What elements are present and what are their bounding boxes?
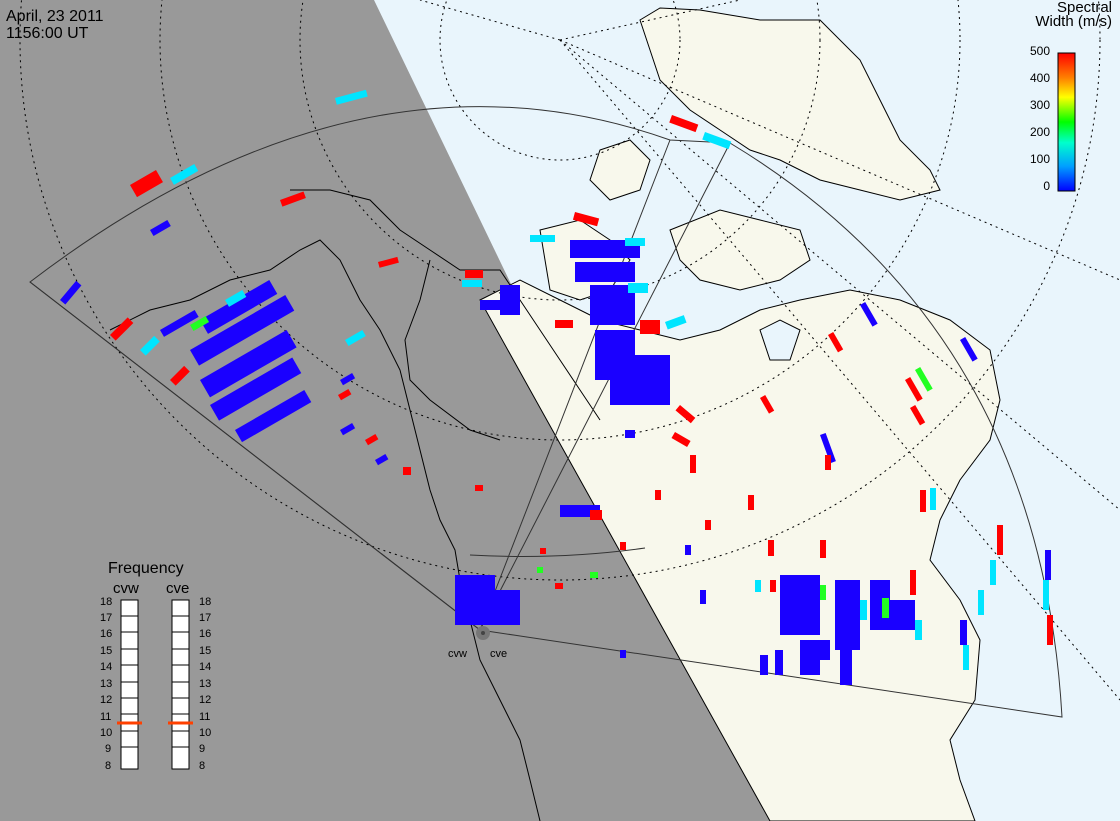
frequency-columns <box>120 599 190 770</box>
colorbar-title-line2: Width (m/s) <box>1035 13 1112 30</box>
freq-tick-right: 12 <box>199 694 212 706</box>
freq-tick-left: 13 <box>100 678 113 690</box>
freq-tick-right: 15 <box>199 645 212 657</box>
cvw-column-label: cvw <box>113 580 139 597</box>
scatter-echoes <box>60 89 1053 685</box>
frequency-title: Frequency <box>108 560 184 577</box>
freq-tick-right: 9 <box>199 743 206 755</box>
radar-site-label-cvw: cvw <box>448 648 467 660</box>
colorbar-tick: 500 <box>1029 44 1050 58</box>
time-label: 1156:00 UT <box>6 25 89 42</box>
cve-column-label: cve <box>166 580 190 597</box>
freq-tick-left: 14 <box>100 661 113 673</box>
freq-tick-left: 10 <box>100 727 113 739</box>
colorbar-tick: 100 <box>1029 152 1050 166</box>
freq-tick-right: 10 <box>199 727 212 739</box>
freq-tick-right: 13 <box>199 678 212 690</box>
colorbar-tick: 300 <box>1029 98 1050 112</box>
freq-tick-left: 9 <box>105 743 112 755</box>
freq-tick-left: 18 <box>100 596 113 608</box>
freq-tick-right: 8 <box>199 760 206 772</box>
freq-tick-right: 17 <box>199 612 212 624</box>
colorbar-tick: 200 <box>1029 125 1050 139</box>
land-day <box>479 7 1001 821</box>
spectral-width-colorbar <box>1057 52 1076 192</box>
lat-circles <box>19 0 1120 701</box>
night-shade <box>0 0 770 821</box>
freq-tick-left: 8 <box>105 760 112 772</box>
freq-tick-left: 12 <box>100 694 113 706</box>
colorbar-title-line1: Spectral <box>1056 0 1112 16</box>
colorbar-tick: 0 <box>1043 179 1050 193</box>
freq-tick-left: 17 <box>100 612 113 624</box>
freq-tick-right: 18 <box>199 596 212 608</box>
freq-tick-left: 11 <box>100 711 112 723</box>
date-label: April, 23 2011 <box>6 8 104 25</box>
radar-site-label-cve: cve <box>490 648 508 660</box>
freq-tick-right: 16 <box>199 628 212 640</box>
freq-tick-left: 16 <box>100 628 113 640</box>
freq-tick-right: 11 <box>199 711 211 723</box>
freq-tick-right: 14 <box>199 661 212 673</box>
colorbar-tick: 400 <box>1029 71 1050 85</box>
freq-tick-left: 15 <box>100 645 113 657</box>
